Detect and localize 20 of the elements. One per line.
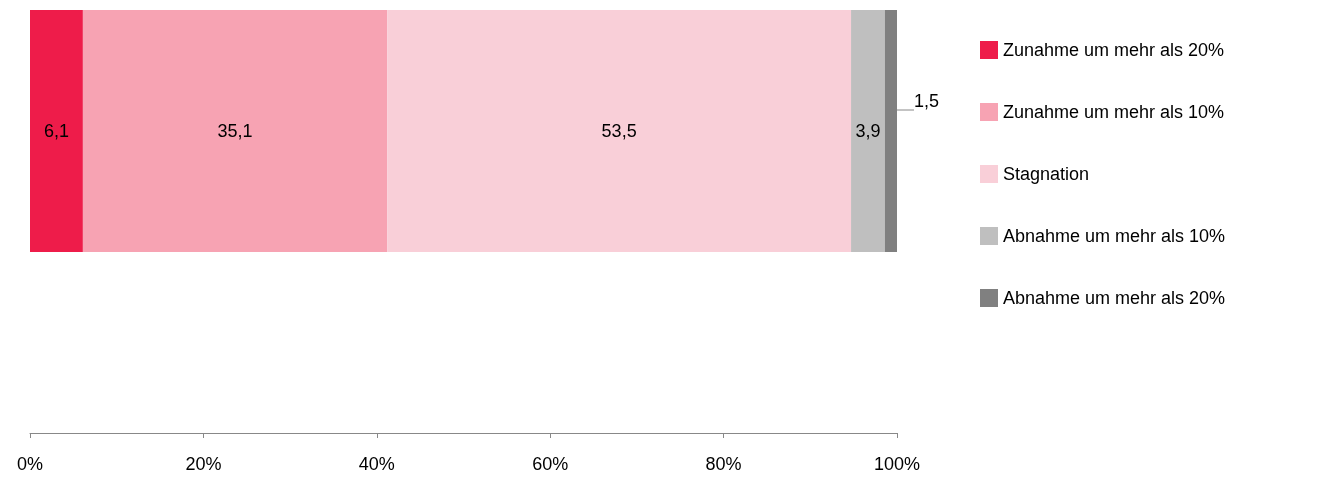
bar xyxy=(387,10,852,252)
data-label: 1,5 xyxy=(914,91,940,111)
x-tick-label: 80% xyxy=(705,454,742,474)
legend-label: Zunahme um mehr als 10% xyxy=(1003,102,1225,122)
x-tick-label: 20% xyxy=(185,454,222,474)
x-tick-label: 0% xyxy=(16,454,44,474)
legend-label: Abnahme um mehr als 20% xyxy=(1003,288,1226,308)
data-label: 6,1 xyxy=(43,121,69,141)
legend-label: Zunahme um mehr als 20% xyxy=(1003,40,1225,60)
bar xyxy=(851,10,885,252)
legend-label: Abnahme um mehr als 10% xyxy=(1003,226,1226,246)
legend-label: Stagnation xyxy=(1003,164,1090,184)
data-label: 35,1 xyxy=(217,121,253,141)
data-label: 53,5 xyxy=(601,121,637,141)
x-tick-label: 100% xyxy=(873,454,921,474)
x-tick-label: 40% xyxy=(358,454,395,474)
bar xyxy=(82,10,388,252)
data-label: 3,9 xyxy=(855,121,881,141)
bar xyxy=(30,10,83,252)
x-tick-label: 60% xyxy=(532,454,569,474)
